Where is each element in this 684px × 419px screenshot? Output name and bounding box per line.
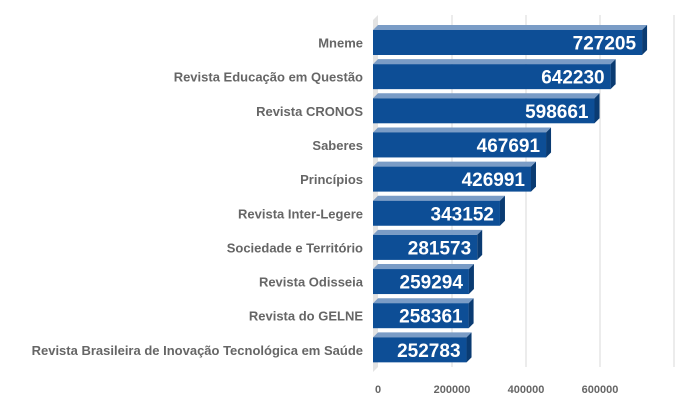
bar-side-face	[642, 25, 648, 55]
category-label: Revista CRONOS	[256, 104, 363, 119]
bar-front-face	[373, 98, 595, 124]
category-label: Revista do GELNE	[249, 309, 363, 324]
bar: 343152	[373, 195, 505, 226]
bar-side-face	[610, 59, 616, 90]
data-label: 642230	[541, 68, 604, 89]
bar-front-face	[373, 303, 469, 329]
category-label: Princípios	[300, 172, 363, 187]
data-label: 258361	[399, 307, 463, 328]
bar-front-face	[373, 166, 531, 192]
bar-side-face	[468, 264, 474, 295]
bar: 467691	[373, 127, 552, 158]
bar: 727205	[373, 25, 648, 55]
bar: 252783	[373, 332, 472, 363]
bar-top-face	[373, 229, 483, 235]
bar-front-face	[373, 132, 547, 158]
category-label: Revista Odisseia	[259, 275, 364, 290]
bar-front-face	[373, 337, 467, 363]
bar-side-face	[499, 195, 505, 226]
bars: 727205 642230 598661 467691 426991 343152 2815…	[373, 25, 648, 363]
category-label: Revista Inter-Legere	[238, 206, 363, 221]
data-label: 281573	[408, 238, 471, 259]
bar-top-face	[373, 161, 536, 167]
bar: 258361	[373, 298, 474, 329]
category-labels: Mneme Revista Educação em Questão Revista …	[32, 36, 364, 358]
data-label: 343152	[431, 204, 494, 225]
bar-top-face	[373, 93, 600, 99]
category-label: Mneme	[318, 36, 363, 51]
category-label: Saberes	[312, 138, 363, 153]
x-tick-label: 400000	[508, 384, 545, 396]
data-label: 252783	[397, 341, 460, 362]
bar-top-face	[373, 298, 474, 304]
bar: 598661	[373, 93, 600, 124]
bar: 259294	[373, 264, 474, 295]
bar-side-face	[546, 127, 552, 158]
bar: 642230	[373, 59, 616, 90]
x-axis-ticks: 0 200000 400000 600000	[375, 384, 618, 396]
bar-side-face	[466, 332, 472, 363]
data-label: 727205	[573, 34, 637, 55]
bar-top-face	[373, 264, 474, 270]
data-label: 426991	[462, 170, 526, 191]
data-label: 467691	[477, 136, 541, 157]
bar-front-face	[373, 30, 643, 55]
bar-front-face	[373, 200, 500, 226]
bar-top-face	[373, 25, 648, 30]
data-label: 598661	[525, 102, 589, 123]
data-label: 259294	[400, 273, 464, 294]
x-tick-label: 0	[375, 384, 381, 396]
bar-front-face	[373, 234, 478, 260]
x-tick-label: 200000	[434, 384, 471, 396]
bar-side-face	[594, 93, 600, 124]
category-label: Sociedade e Território	[227, 240, 363, 255]
category-label: Revista Brasileira de Inovação Tecnológi…	[32, 343, 363, 358]
category-label: Revista Educação em Questão	[174, 70, 363, 85]
bar-top-face	[373, 59, 616, 65]
bar: 281573	[373, 229, 483, 260]
bar-side-face	[477, 229, 483, 260]
bar-top-face	[373, 127, 552, 133]
bar-side-face	[530, 161, 536, 192]
x-tick-label: 600000	[582, 384, 619, 396]
bar-top-face	[373, 195, 505, 201]
bar-side-face	[468, 298, 474, 329]
bar-front-face	[373, 269, 469, 295]
bar-front-face	[373, 64, 611, 90]
bar-top-face	[373, 332, 472, 338]
bar: 426991	[373, 161, 536, 192]
